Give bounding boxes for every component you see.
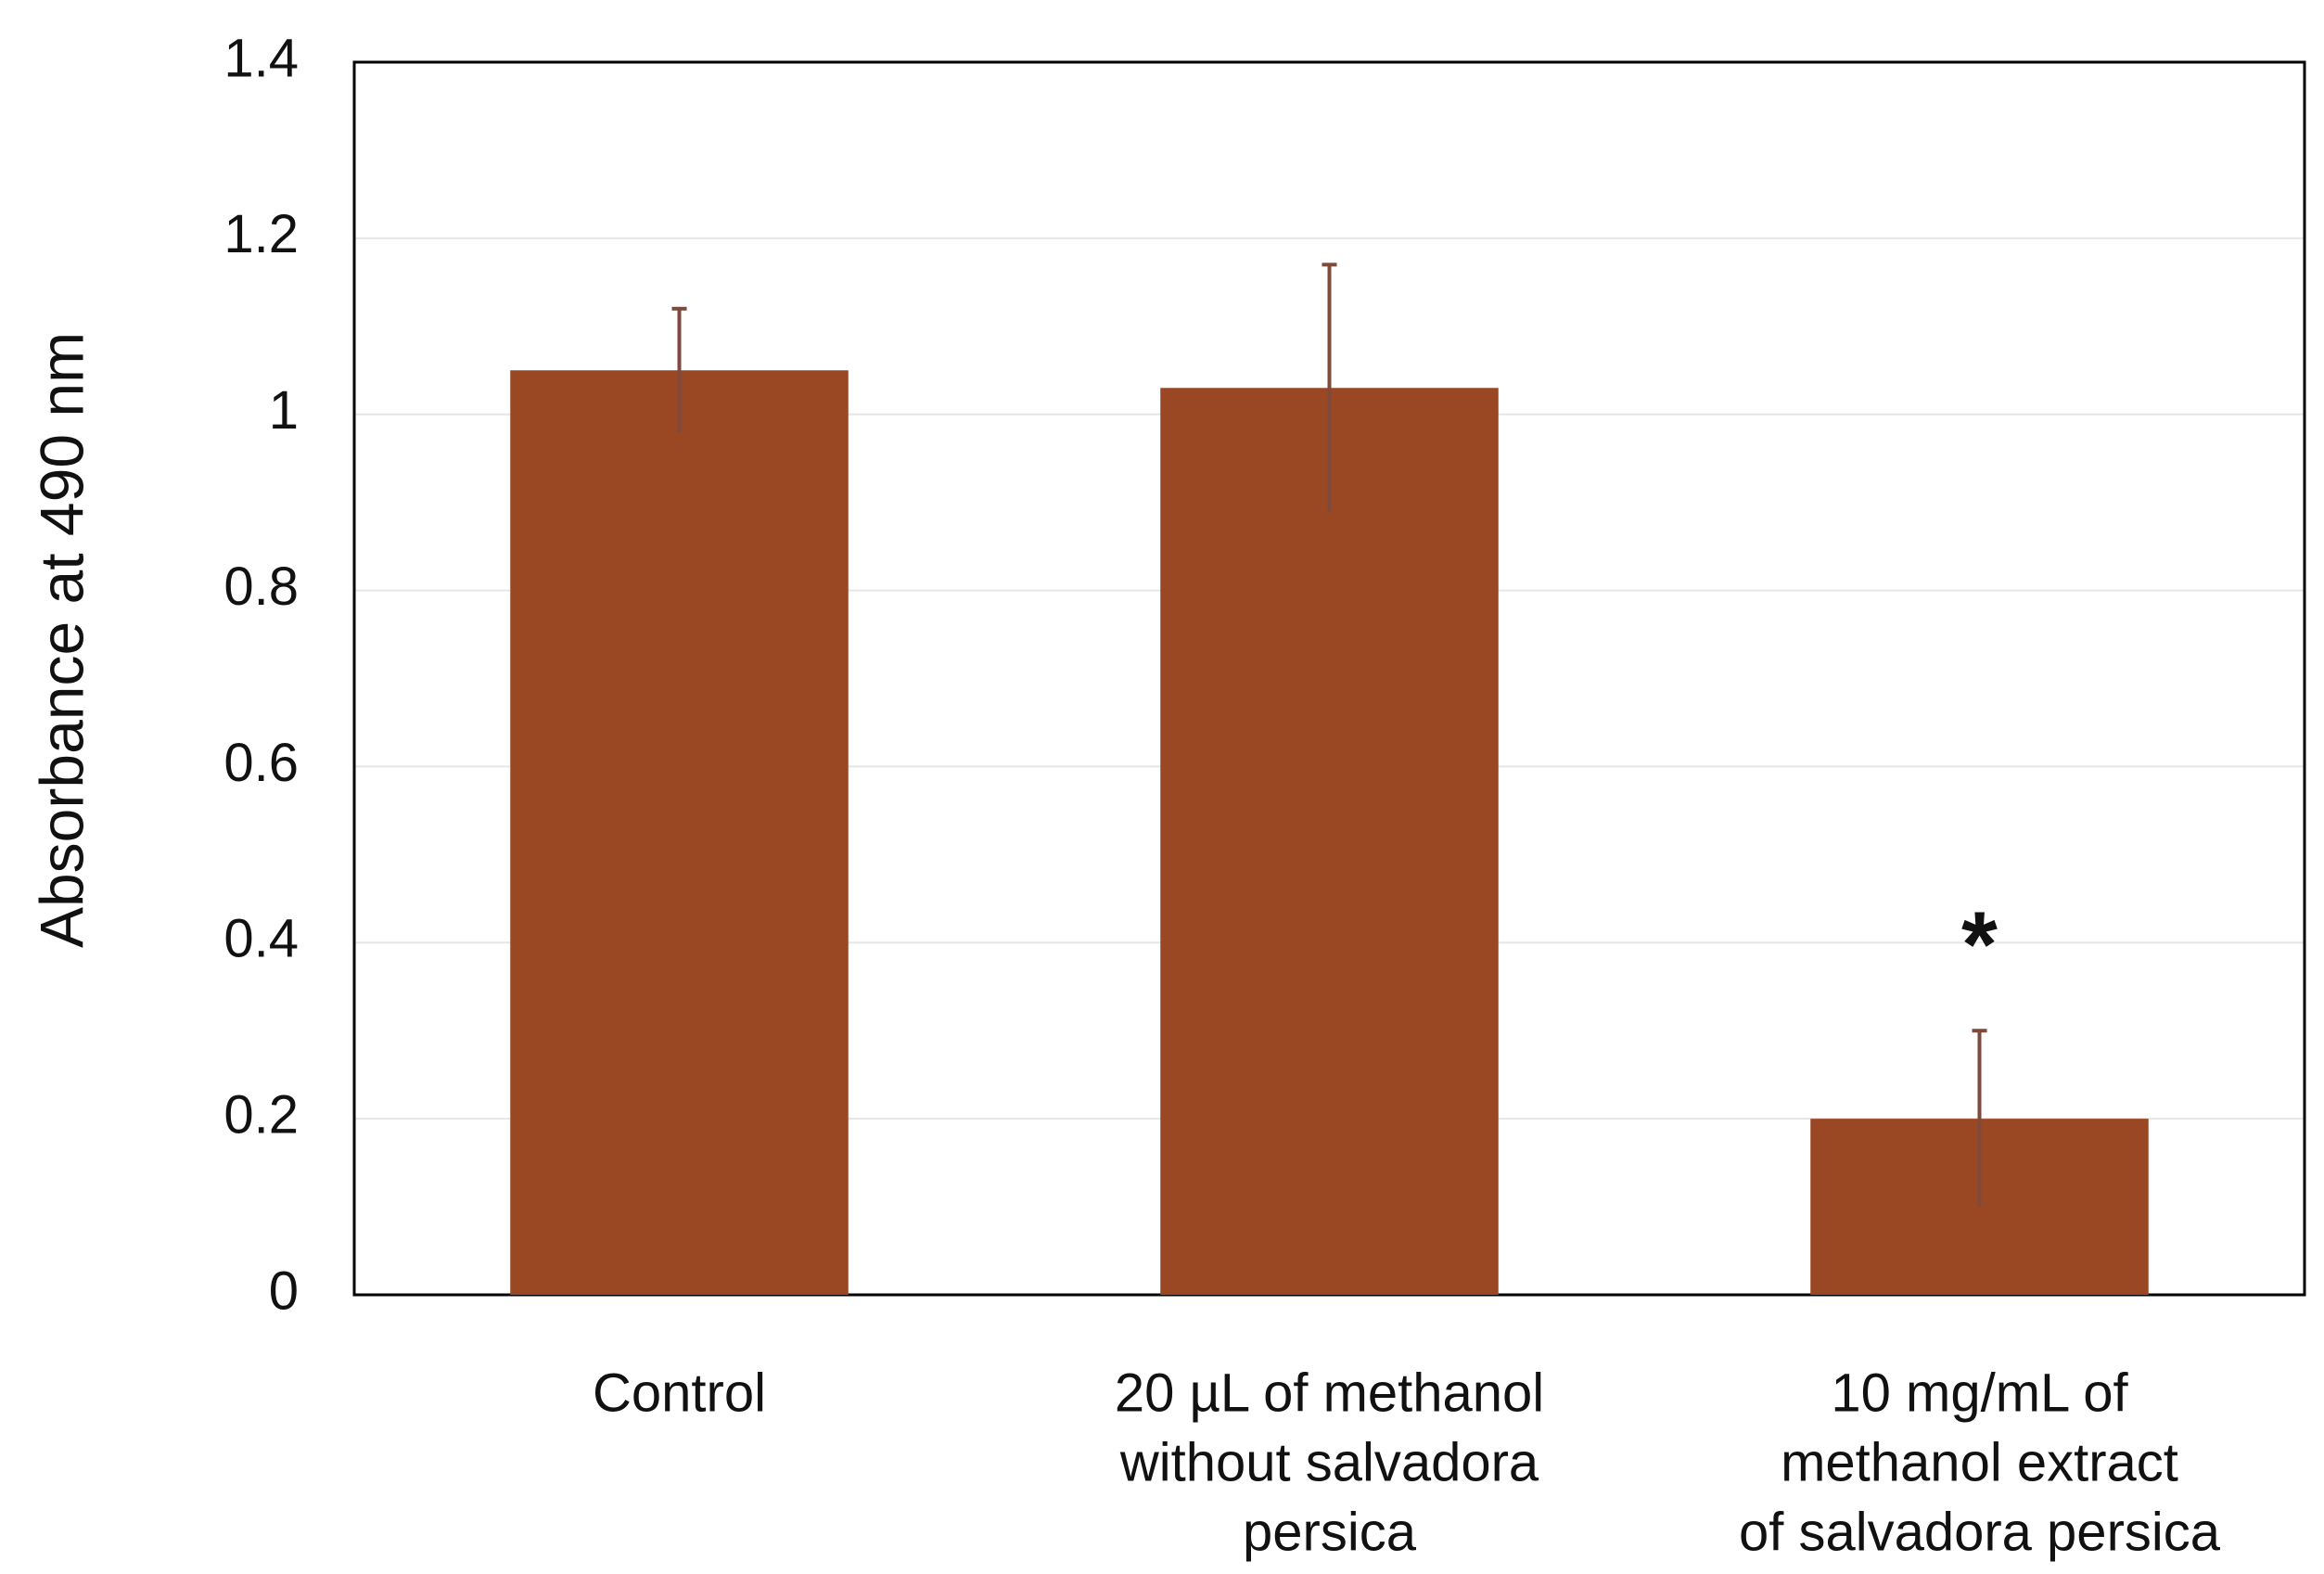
y-tick-label: 1.2 bbox=[223, 204, 299, 264]
x-tick-label: of salvadora persica bbox=[1739, 1502, 2221, 1562]
x-tick-label: persica bbox=[1243, 1502, 1417, 1562]
x-tick-label: methanol extract bbox=[1781, 1432, 2178, 1492]
x-tick-label: Control bbox=[593, 1363, 766, 1423]
y-axis-label: Absorbance at 490 nm bbox=[27, 332, 96, 948]
y-tick-label: 0.4 bbox=[223, 909, 299, 969]
bar bbox=[1160, 388, 1499, 1295]
annotation: * bbox=[1961, 893, 1998, 997]
y-tick-label: 1.4 bbox=[223, 28, 299, 88]
y-tick-label: 0.2 bbox=[223, 1084, 299, 1145]
y-tick-label: 0.6 bbox=[223, 733, 299, 793]
x-tick-label: without salvadora bbox=[1119, 1432, 1539, 1492]
y-tick-label: 0 bbox=[269, 1260, 299, 1321]
bar bbox=[510, 370, 849, 1295]
x-tick-label: 20 µL of methanol bbox=[1115, 1363, 1544, 1423]
y-tick-label: 0.8 bbox=[223, 557, 299, 617]
x-tick-label: 10 mg/mL of bbox=[1831, 1363, 2128, 1423]
y-tick-label: 1 bbox=[269, 380, 299, 441]
